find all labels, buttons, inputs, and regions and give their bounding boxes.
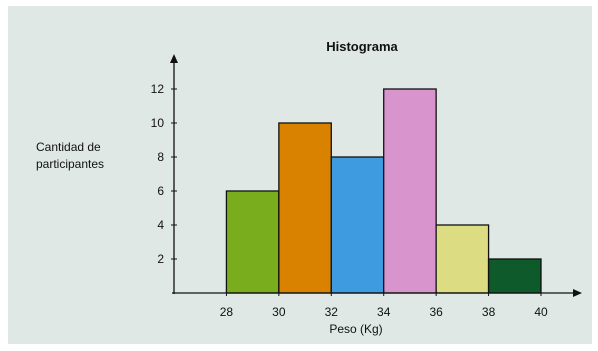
y-tick-label: 12 — [151, 82, 165, 96]
histogram-bar-38-40 — [487, 258, 542, 294]
x-tick-label: 32 — [325, 305, 339, 319]
y-tick-label: 2 — [157, 252, 164, 266]
y-tick-label: 10 — [151, 116, 165, 130]
histogram-bar-32-34 — [330, 156, 385, 294]
y-ticks-group: 2 4 6 8 10 12 — [151, 82, 177, 266]
histogram-bar-36-38 — [435, 224, 490, 294]
y-tick-label: 4 — [157, 218, 164, 232]
x-tick-label: 38 — [482, 305, 496, 319]
x-axis-label: Peso (Kg) — [329, 322, 382, 336]
y-tick-label: 8 — [157, 150, 164, 164]
bars-group — [225, 88, 542, 294]
y-axis-label-line-2: participantes — [36, 157, 104, 171]
y-axis-label-line-1: Cantidad de — [36, 140, 101, 154]
histogram-bar-30-32 — [278, 122, 332, 294]
histogram-bar-28-30 — [225, 190, 280, 294]
x-tick-label: 40 — [534, 305, 548, 319]
chart-title: Histograma — [326, 39, 398, 54]
x-tick-label: 36 — [429, 305, 443, 319]
y-tick-label: 6 — [157, 184, 164, 198]
x-tick-label: 28 — [220, 305, 234, 319]
x-tick-label: 34 — [377, 305, 391, 319]
histogram-bar-34-36 — [383, 88, 437, 294]
x-ticks-group: 28 30 32 34 36 38 40 — [220, 290, 548, 319]
x-tick-label: 30 — [272, 305, 286, 319]
